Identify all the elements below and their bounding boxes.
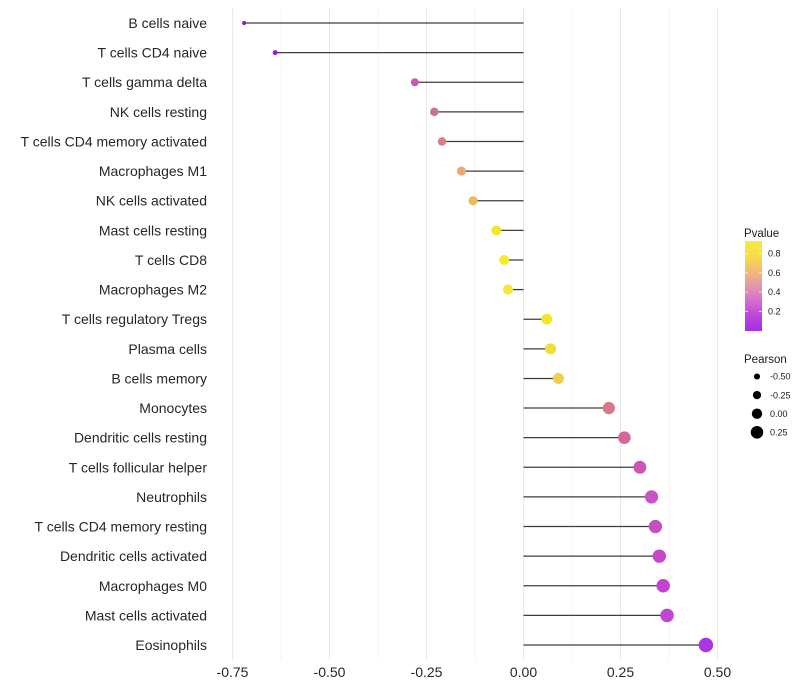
category-label: Neutrophils: [136, 489, 207, 505]
x-tick-label: -0.50: [314, 664, 346, 680]
data-point: [644, 490, 659, 504]
lollipop-row: B cells memory: [111, 370, 565, 386]
x-tick-label: 0.00: [510, 664, 537, 680]
lollipop-row: NK cells resting: [110, 104, 524, 120]
lollipop-row: Plasma cells: [128, 341, 557, 357]
category-label: NK cells resting: [110, 104, 207, 120]
category-label: Macrophages M0: [99, 578, 207, 594]
pearson-size-dot: [752, 390, 762, 400]
lollipop-row: T cells follicular helper: [69, 459, 647, 475]
lollipop-row: Dendritic cells resting: [74, 430, 631, 446]
lollipop-row: Eosinophils: [135, 637, 714, 653]
lollipop-row: T cells CD4 memory activated: [21, 133, 524, 149]
category-label: T cells CD4 memory activated: [21, 133, 207, 149]
lollipop-row: T cells gamma delta: [82, 74, 524, 90]
x-tick-label: -0.75: [217, 664, 249, 680]
data-point: [242, 20, 247, 26]
lollipop-row: T cells CD8: [135, 252, 524, 268]
category-label: Dendritic cells resting: [74, 430, 207, 446]
category-label: T cells regulatory Tregs: [62, 311, 207, 327]
data-point: [652, 549, 667, 563]
data-point: [456, 166, 466, 176]
data-point: [618, 431, 631, 444]
data-point: [410, 78, 419, 87]
pvalue-colorbar: [745, 241, 762, 331]
x-tick-label: -0.25: [411, 664, 443, 680]
pvalue-legend: Pvalue 0.8 0.6 0.4 0.2: [744, 228, 781, 331]
lollipop-row: Dendritic cells activated: [60, 548, 667, 564]
pearson-size-label: 0.00: [770, 409, 788, 419]
pvalue-tick-label: 0.8: [768, 249, 781, 259]
category-label: T cells follicular helper: [69, 459, 208, 475]
pearson-size-label: -0.50: [770, 372, 791, 382]
lollipop-row: B cells naive: [128, 15, 524, 31]
lollipop-row: NK cells activated: [96, 193, 524, 209]
lollipop-row: Macrophages M2: [99, 282, 524, 298]
pearson-size-label: -0.25: [770, 390, 791, 400]
pearson-size-dot: [751, 408, 763, 419]
pearson-size-dot: [753, 373, 761, 380]
data-point: [602, 401, 616, 415]
data-point: [660, 608, 674, 623]
grid-layer: [232, 8, 718, 660]
category-label: Dendritic cells activated: [60, 548, 207, 564]
pearson-legend-title: Pearson: [744, 354, 787, 366]
data-point: [648, 519, 663, 534]
lollipop-row: Mast cells activated: [85, 607, 674, 623]
category-label: T cells CD4 memory resting: [35, 519, 207, 535]
category-label: NK cells activated: [96, 193, 207, 209]
category-label: Mast cells activated: [85, 607, 207, 623]
data-point: [499, 254, 510, 265]
lollipop-row: T cells regulatory Tregs: [62, 311, 553, 327]
category-label: T cells CD4 naive: [98, 45, 208, 61]
data-point: [541, 313, 553, 325]
pearson-legend: Pearson -0.50 -0.25 0.00 0.25: [744, 354, 791, 439]
lollipop-row: Neutrophils: [136, 489, 659, 505]
data-point: [430, 107, 439, 117]
x-axis: -0.75 -0.50 -0.25 0.00 0.25 0.50: [217, 664, 732, 680]
category-label: Monocytes: [139, 400, 207, 416]
data-point: [698, 637, 714, 653]
category-label: Macrophages M1: [99, 163, 207, 179]
pvalue-tick-label: 0.2: [768, 306, 781, 316]
category-label: T cells CD8: [135, 252, 207, 268]
category-label: T cells gamma delta: [82, 74, 207, 90]
lollipop-row: T cells CD4 naive: [98, 45, 524, 61]
data-point: [468, 196, 478, 206]
category-label: Mast cells resting: [99, 222, 207, 238]
pvalue-legend-title: Pvalue: [744, 228, 779, 240]
data-point: [437, 137, 447, 146]
x-tick-label: 0.50: [704, 664, 731, 680]
lollipop-row: Macrophages M1: [99, 163, 524, 179]
lollipop-row: T cells CD4 memory resting: [35, 519, 663, 535]
data-point: [272, 50, 278, 56]
category-label: B cells naive: [128, 15, 207, 31]
pearson-size-label: 0.25: [770, 428, 788, 438]
data-point: [502, 284, 514, 295]
data-point: [552, 372, 565, 385]
lollipop-row: Monocytes: [139, 400, 616, 416]
category-label: Eosinophils: [135, 637, 207, 653]
category-label: Macrophages M2: [99, 282, 207, 298]
lollipop-row: Macrophages M0: [99, 578, 670, 594]
data-point: [656, 579, 670, 593]
pvalue-tick-label: 0.6: [768, 268, 781, 278]
category-label: Plasma cells: [128, 341, 207, 357]
rows-layer: B cells naive T cells CD4 naive T cells ga…: [21, 15, 714, 653]
x-tick-label: 0.25: [607, 664, 634, 680]
pearson-size-dot: [750, 426, 764, 439]
data-point: [633, 460, 647, 474]
data-point: [491, 225, 502, 236]
category-label: B cells memory: [111, 370, 207, 386]
pvalue-tick-label: 0.4: [768, 287, 781, 297]
lollipop-row: Mast cells resting: [99, 222, 524, 238]
data-point: [545, 343, 557, 355]
